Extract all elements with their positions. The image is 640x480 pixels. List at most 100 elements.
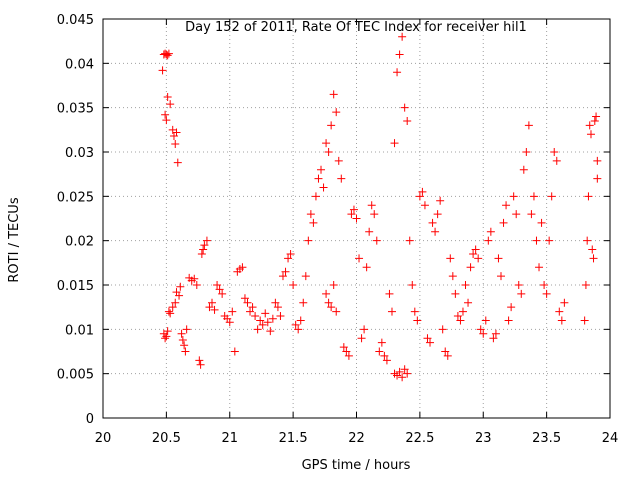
data-point	[181, 347, 190, 356]
data-point	[200, 241, 209, 250]
data-point	[344, 351, 353, 360]
data-point	[451, 289, 460, 298]
data-point	[327, 121, 336, 130]
data-point	[504, 316, 513, 325]
data-point	[175, 291, 184, 300]
data-point	[162, 332, 171, 341]
data-point	[464, 298, 473, 307]
data-point	[173, 158, 182, 167]
data-point	[387, 307, 396, 316]
data-point	[461, 281, 470, 289]
data-point	[161, 110, 170, 119]
data-point	[367, 201, 376, 210]
data-point	[281, 267, 290, 276]
data-point	[509, 192, 518, 201]
data-point	[375, 347, 384, 356]
data-point	[471, 245, 480, 254]
data-point	[395, 367, 404, 376]
data-point	[164, 307, 173, 316]
data-point	[585, 121, 594, 130]
data-point	[256, 316, 265, 325]
data-point	[547, 192, 556, 201]
data-point	[496, 272, 505, 281]
data-point	[190, 274, 199, 283]
data-point	[268, 314, 277, 323]
data-point	[278, 272, 287, 281]
data-point	[443, 351, 452, 360]
data-point	[588, 245, 597, 254]
data-point	[372, 236, 381, 245]
data-point	[329, 281, 338, 289]
data-point	[317, 165, 326, 174]
data-point	[479, 329, 488, 338]
x-axis-label: GPS time / hours	[302, 458, 411, 473]
data-point	[314, 174, 323, 183]
data-point	[176, 282, 185, 291]
data-point	[294, 325, 303, 334]
data-point	[466, 263, 475, 272]
data-point	[246, 307, 255, 316]
data-point	[446, 254, 455, 263]
x-tick-label: 21.5	[279, 431, 308, 446]
data-point	[590, 116, 599, 125]
data-point	[258, 320, 267, 329]
data-points	[158, 32, 602, 382]
data-point	[456, 316, 465, 325]
data-point	[413, 316, 422, 325]
y-tick-label: 0.005	[57, 368, 94, 383]
data-point	[296, 316, 305, 325]
data-point	[248, 303, 257, 312]
data-point	[395, 50, 404, 59]
data-point	[309, 218, 318, 227]
data-point	[433, 210, 442, 219]
data-point	[339, 343, 348, 352]
x-tick-label: 22.5	[405, 431, 434, 446]
data-point	[393, 68, 402, 77]
data-point	[519, 165, 528, 174]
data-point	[360, 325, 369, 334]
data-point	[319, 183, 328, 192]
data-point	[586, 130, 595, 139]
data-point	[438, 325, 447, 334]
data-point	[228, 307, 237, 316]
data-point	[584, 192, 593, 201]
y-tick-label: 0.025	[57, 190, 94, 205]
y-tick-label: 0.04	[65, 57, 94, 72]
data-point	[273, 303, 282, 312]
data-point	[593, 156, 602, 165]
data-point	[299, 298, 308, 307]
data-point	[512, 210, 521, 219]
data-point	[589, 254, 598, 263]
data-point	[225, 318, 234, 327]
data-point	[398, 32, 407, 41]
data-point	[484, 236, 493, 245]
data-point	[291, 320, 300, 329]
data-point	[284, 254, 293, 263]
data-point	[542, 289, 551, 298]
data-point	[304, 236, 313, 245]
data-point	[166, 309, 175, 318]
data-point	[535, 263, 544, 272]
data-point	[453, 312, 462, 321]
data-point	[276, 312, 285, 321]
data-point	[537, 218, 546, 227]
y-tick-label: 0.02	[65, 235, 94, 250]
data-point	[545, 236, 554, 245]
data-point	[560, 298, 569, 307]
data-point	[271, 298, 280, 307]
data-point	[529, 192, 538, 201]
data-point	[423, 334, 432, 343]
data-point	[197, 249, 206, 258]
x-tick-label: 22	[348, 431, 365, 446]
data-point	[514, 281, 523, 289]
data-point	[385, 289, 394, 298]
data-point	[171, 140, 180, 149]
data-point	[306, 210, 315, 219]
data-point	[476, 325, 485, 334]
data-point	[263, 318, 272, 327]
data-point	[164, 49, 173, 58]
data-point	[362, 263, 371, 272]
data-point	[301, 272, 310, 281]
data-point	[215, 285, 224, 294]
data-point	[403, 369, 412, 378]
